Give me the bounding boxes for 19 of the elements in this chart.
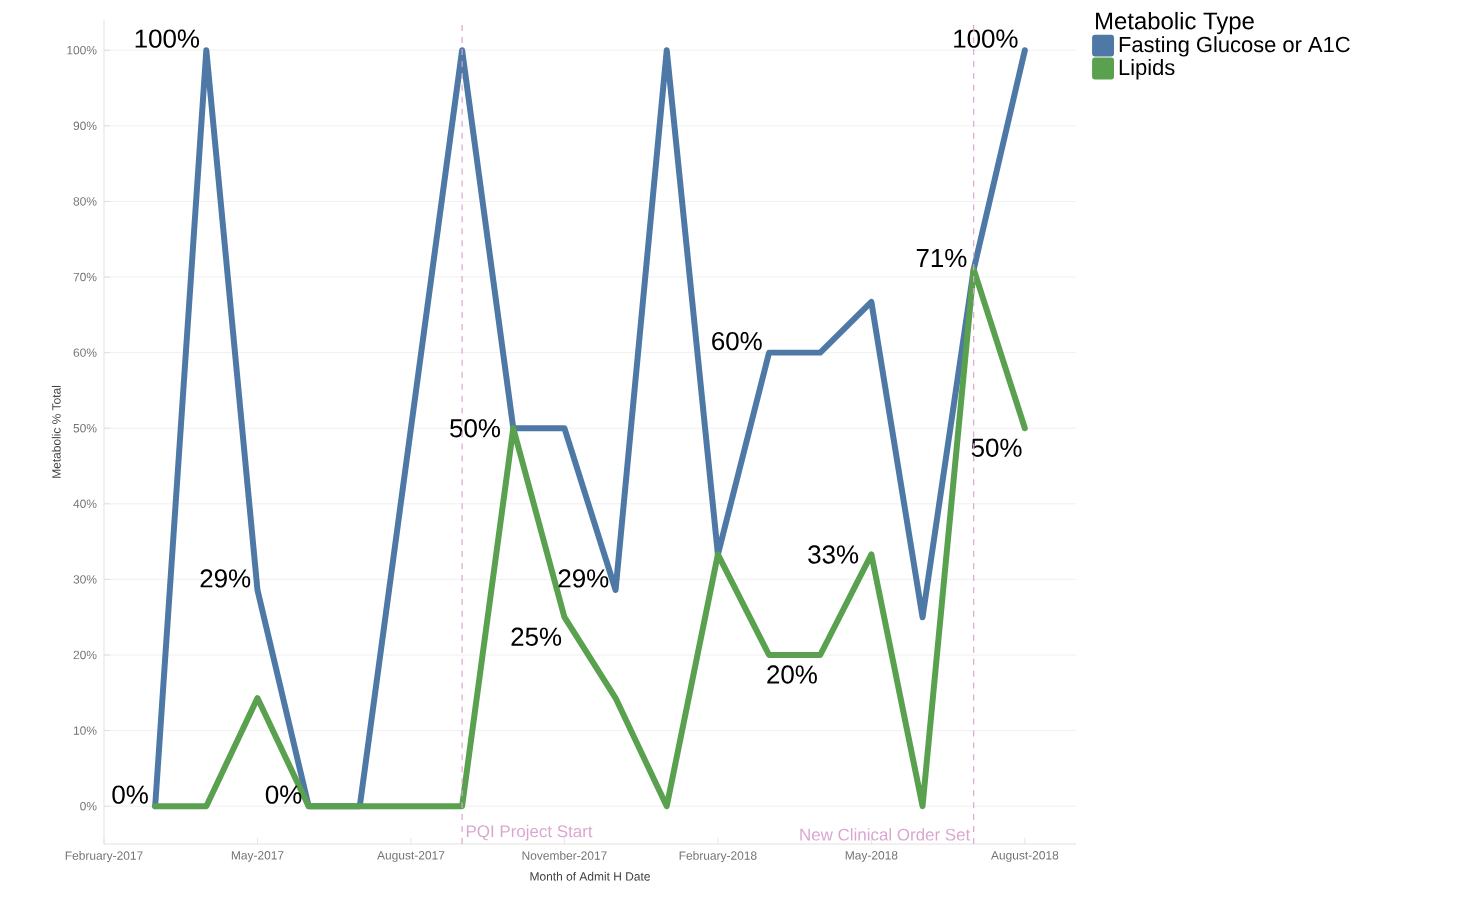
ref-line-label: PQI Project Start [466, 824, 593, 841]
data-label: 29% [200, 569, 251, 588]
data-label: 33% [808, 545, 859, 564]
line-series [152, 47, 1028, 810]
data-label: 60% [712, 331, 762, 351]
legend-title: Metabolic Type [1096, 11, 1254, 35]
data-label: 100% [135, 29, 200, 48]
data-label: 71% [916, 248, 967, 268]
data-label: 50% [971, 438, 1022, 457]
data-label: 29% [558, 569, 609, 588]
ref-line-label: New Clinical Order Set [800, 828, 971, 841]
data-label: 0% [265, 785, 302, 804]
data-label: 20% [767, 665, 817, 684]
data-label: 0% [112, 785, 148, 804]
data-label: 25% [511, 627, 562, 646]
legend-label: Fasting Glucose or A1C [1119, 36, 1350, 57]
data-label: 50% [450, 419, 500, 438]
data-label: 100% [954, 29, 1018, 48]
legend-label: Lipids [1119, 59, 1175, 80]
